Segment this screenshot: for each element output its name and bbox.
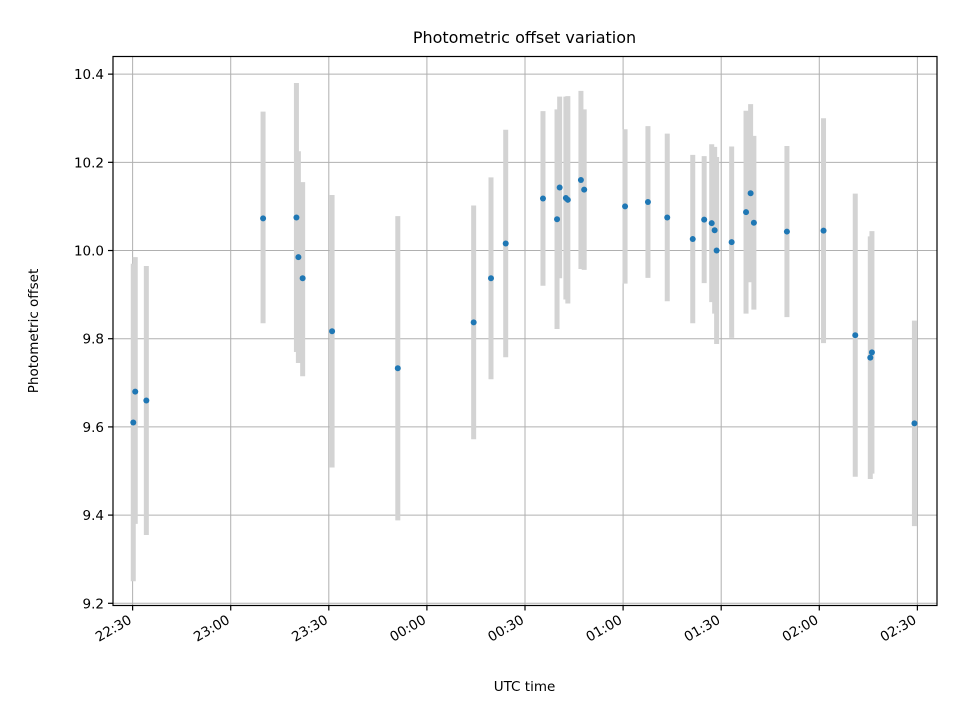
data-point: [728, 239, 735, 246]
data-point: [539, 195, 546, 202]
y-tick-label: 10.0: [74, 244, 104, 260]
y-tick-label: 9.2: [83, 596, 104, 612]
data-point: [293, 214, 300, 221]
data-point: [130, 419, 137, 426]
y-tick-label: 9.4: [83, 508, 104, 524]
data-point: [701, 216, 708, 223]
data-point: [867, 354, 874, 361]
data-point: [295, 254, 302, 261]
data-point: [868, 349, 875, 356]
data-point: [132, 388, 139, 395]
y-tick-label: 10.4: [74, 67, 104, 83]
y-axis-ticks: 9.2 9.4 9.6 9.8 10.0 10.2 10.4: [74, 67, 113, 612]
data-point: [689, 236, 696, 243]
data-point: [622, 203, 629, 210]
data-point: [820, 227, 827, 234]
data-point: [299, 275, 306, 282]
data-point: [554, 216, 561, 223]
y-tick-label: 9.6: [83, 420, 104, 436]
data-point: [394, 365, 401, 372]
data-point: [747, 190, 754, 197]
data-point: [581, 186, 588, 193]
grid-lines: [113, 56, 937, 606]
data-point: [743, 209, 750, 216]
y-axis-label: Photometric offset: [26, 269, 42, 393]
x-axis-label: UTC time: [494, 679, 556, 695]
data-point: [470, 319, 477, 326]
data-point: [664, 214, 671, 221]
data-point: [708, 220, 715, 227]
chart-title: Photometric offset variation: [413, 28, 636, 47]
data-point: [556, 184, 563, 191]
data-point: [577, 176, 584, 183]
data-point: [783, 228, 790, 235]
data-point: [487, 275, 494, 282]
data-point: [143, 397, 150, 404]
data-point: [564, 196, 571, 203]
y-tick-label: 9.8: [83, 332, 104, 348]
data-point: [713, 247, 720, 254]
data-point: [711, 227, 718, 234]
data-points: [130, 176, 918, 427]
y-tick-label: 10.2: [74, 155, 104, 171]
data-point: [852, 332, 859, 339]
data-point: [260, 215, 267, 222]
data-point: [329, 328, 336, 335]
data-point: [502, 240, 509, 247]
data-point: [644, 199, 651, 206]
data-point: [750, 219, 757, 226]
data-point: [911, 420, 918, 427]
